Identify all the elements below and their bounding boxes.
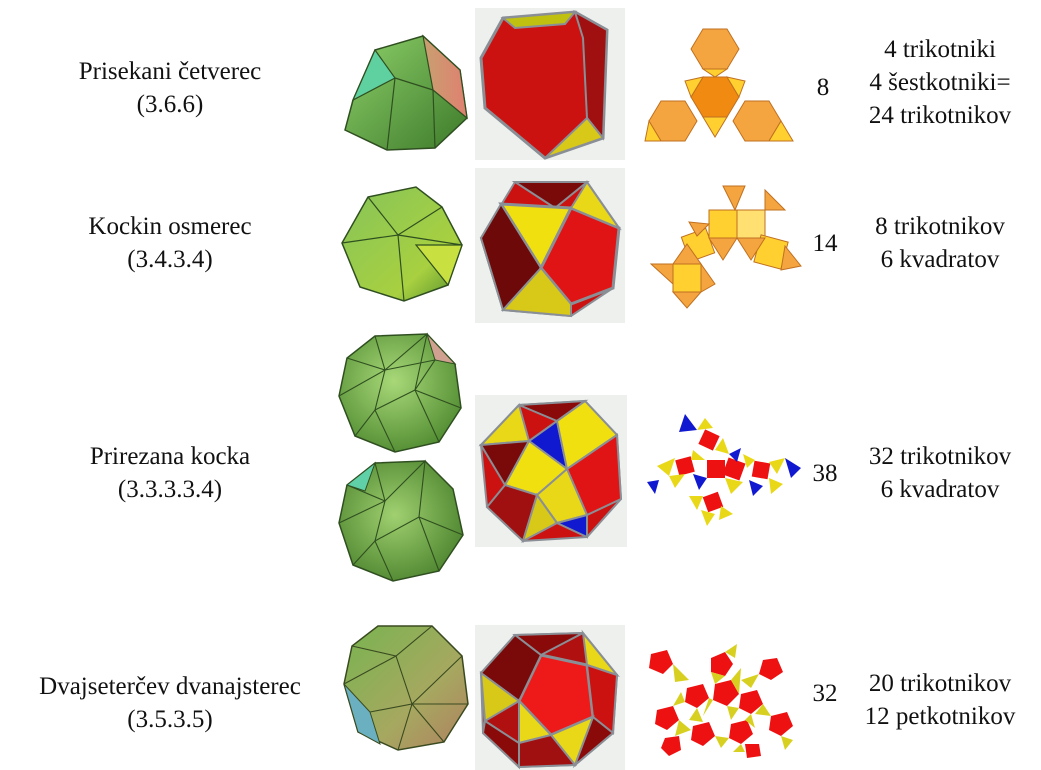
solid-name-truncated-tetrahedron: Prisekani četverec (3.6.6) [40,55,300,121]
description-line: 6 kvadratov [880,476,1000,503]
face-description-cuboctahedron: 8 trikotnikov 6 kvadratov [845,210,1035,276]
solid-notation-label: (3.3.3.3.4) [117,476,223,503]
solid-notation-label: (3.5.3.5) [127,706,213,733]
truncated-tetrahedron-3d-model [344,34,468,151]
icosidodecahedron-colored-model [475,625,625,770]
description-line: 24 trikotnikov [868,102,1012,129]
description-line: 12 petkotnikov [864,703,1016,730]
solid-name-icosidodecahedron: Dvajseterčev dvanajsterec (3.5.3.5) [4,670,336,736]
solid-notation-label: (3.4.3.4) [127,246,213,273]
face-description-snub-cube: 32 trikotnikov 6 kvadratov [845,440,1035,506]
description-line: 20 trikotnikov [868,670,1012,697]
cuboctahedron-3d-model [341,186,463,302]
snub-cube-colored-model [475,395,627,547]
cuboctahedron-net [649,185,802,309]
face-count-snub-cube: 38 [812,460,838,487]
description-line: 4 trikotniki [884,36,996,63]
solid-name-snub-cube: Prirezana kocka (3.3.3.3.4) [40,440,300,506]
icosidodecahedron-3d-model [343,625,469,751]
solid-name-label: Kockin osmerec [88,213,252,240]
description-line: 6 kvadratov [880,246,1000,273]
face-count-cuboctahedron: 14 [812,230,838,257]
face-count-truncated-tetrahedron: 8 [816,74,830,101]
icosidodecahedron-net [649,644,793,758]
solid-name-cuboctahedron: Kockin osmerec (3.4.3.4) [40,210,300,276]
truncated-tetrahedron-colored-model [475,8,625,160]
cuboctahedron-colored-model [475,168,625,323]
solid-notation-label: (3.6.6) [136,91,204,118]
face-count-icosidodecahedron: 32 [812,680,838,707]
description-line: 4 šestkotniki= [869,69,1011,96]
face-description-truncated-tetrahedron: 4 trikotniki 4 šestkotniki= 24 trikotnik… [845,33,1035,132]
truncated-tetrahedron-net [644,28,794,142]
solid-name-label: Prirezana kocka [89,443,251,470]
solid-name-label: Prisekani četverec [78,58,262,85]
snub-cube-net [647,414,801,526]
snub-cube-3d-model-left [338,332,462,453]
snub-cube-3d-model-right [338,459,464,582]
solid-name-label: Dvajseterčev dvanajsterec [39,673,301,700]
face-description-icosidodecahedron: 20 trikotnikov 12 petkotnikov [845,667,1035,733]
description-line: 32 trikotnikov [868,443,1012,470]
description-line: 8 trikotnikov [875,213,1005,240]
